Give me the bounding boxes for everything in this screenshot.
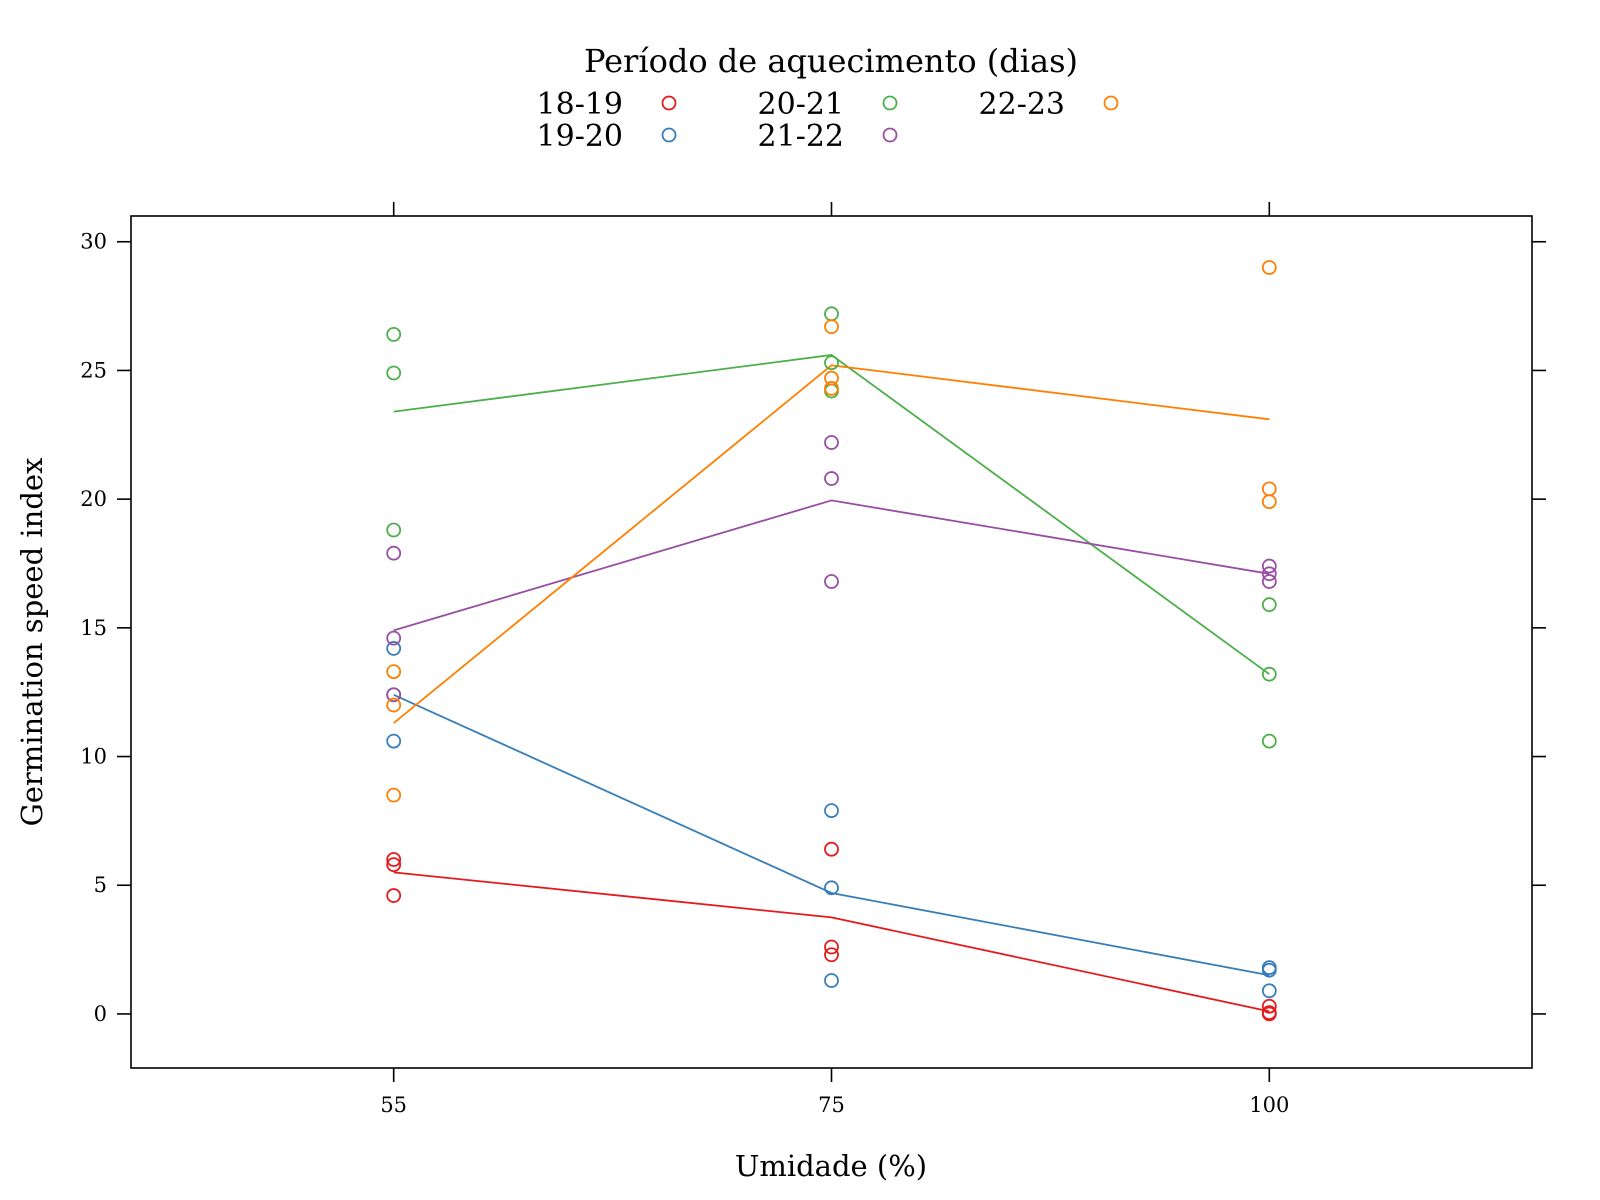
legend-marker-21-22 bbox=[882, 127, 898, 143]
data-point-22-23 bbox=[1261, 494, 1277, 510]
y-tick-label: 0 bbox=[94, 1002, 107, 1026]
legend-marker-18-19 bbox=[661, 95, 677, 111]
data-point-22-23 bbox=[1261, 260, 1277, 275]
y-tick-label: 30 bbox=[80, 230, 107, 254]
data-point-19-20 bbox=[1261, 983, 1277, 999]
data-point-18-19 bbox=[386, 857, 402, 873]
legend-marker-22-23 bbox=[1103, 95, 1119, 111]
data-point-20-21 bbox=[386, 522, 402, 538]
x-tick-label: 100 bbox=[1249, 1093, 1289, 1117]
data-point-21-22 bbox=[1261, 566, 1277, 582]
data-point-18-19 bbox=[824, 947, 839, 963]
data-point-21-22 bbox=[386, 630, 402, 646]
data-point-20-21 bbox=[386, 365, 402, 381]
data-point-22-23 bbox=[824, 381, 839, 396]
y-tick-label: 25 bbox=[80, 358, 107, 382]
data-point-21-22 bbox=[386, 545, 402, 561]
data-point-20-21 bbox=[1261, 666, 1277, 682]
legend-marker-19-20 bbox=[661, 127, 677, 143]
legend-marker-20-21 bbox=[882, 95, 898, 111]
data-point-20-21 bbox=[386, 327, 402, 342]
data-point-21-22 bbox=[1261, 558, 1277, 574]
data-point-20-21 bbox=[1261, 733, 1277, 749]
data-point-19-20 bbox=[386, 641, 402, 656]
data-point-21-22 bbox=[824, 574, 839, 589]
data-point-19-20 bbox=[824, 880, 839, 896]
x-axis-title: Umidade (%) bbox=[735, 1149, 927, 1183]
data-point-20-21 bbox=[824, 355, 839, 371]
series-line-22-23 bbox=[393, 364, 1270, 724]
y-tick-label: 10 bbox=[80, 745, 107, 769]
legend-label-22-23: 22-23 bbox=[979, 87, 1065, 122]
series-points bbox=[386, 260, 1277, 1022]
data-point-22-23 bbox=[386, 787, 402, 803]
data-point-22-23 bbox=[1261, 481, 1277, 497]
data-point-21-22 bbox=[824, 435, 839, 450]
data-point-19-20 bbox=[386, 733, 402, 749]
data-point-18-19 bbox=[824, 841, 839, 857]
data-point-22-23 bbox=[386, 664, 402, 680]
data-point-21-22 bbox=[386, 687, 402, 703]
data-point-19-20 bbox=[824, 973, 839, 988]
y-axis-title: Germination speed index bbox=[15, 458, 49, 827]
data-point-18-19 bbox=[1261, 998, 1277, 1014]
series-line-19-20 bbox=[393, 693, 1270, 977]
data-point-18-19 bbox=[1261, 1006, 1277, 1022]
data-point-21-22 bbox=[824, 471, 839, 486]
legend-title: Período de aquecimento (dias) bbox=[584, 42, 1078, 80]
data-point-20-21 bbox=[824, 306, 839, 322]
data-point-18-19 bbox=[386, 888, 402, 903]
series-lines bbox=[393, 354, 1270, 1013]
legend-label-19-20: 19-20 bbox=[537, 119, 623, 154]
data-point-20-21 bbox=[1261, 597, 1277, 613]
series-line-18-19 bbox=[393, 871, 1270, 1013]
series-line-21-22 bbox=[393, 499, 1270, 632]
data-point-22-23 bbox=[824, 370, 839, 386]
y-tick-label: 5 bbox=[94, 873, 107, 897]
data-point-18-19 bbox=[824, 939, 839, 955]
axis-ticks: 0 5 10 15 20 25 30 55 75 100 bbox=[80, 202, 1546, 1117]
legend-label-18-19: 18-19 bbox=[537, 87, 623, 122]
x-tick-label: 55 bbox=[380, 1093, 407, 1117]
x-tick-label: 75 bbox=[818, 1093, 845, 1117]
data-point-19-20 bbox=[824, 803, 839, 818]
data-point-22-23 bbox=[386, 697, 402, 713]
data-point-19-20 bbox=[1261, 962, 1277, 978]
data-point-22-23 bbox=[824, 319, 839, 335]
series-line-20-21 bbox=[393, 354, 1270, 675]
data-point-21-22 bbox=[1261, 574, 1277, 589]
y-tick-label: 20 bbox=[80, 487, 107, 511]
data-point-18-19 bbox=[386, 852, 402, 867]
y-tick-label: 15 bbox=[80, 616, 107, 640]
legend-label-21-22: 21-22 bbox=[758, 119, 844, 154]
legend-label-20-21: 20-21 bbox=[758, 87, 844, 122]
